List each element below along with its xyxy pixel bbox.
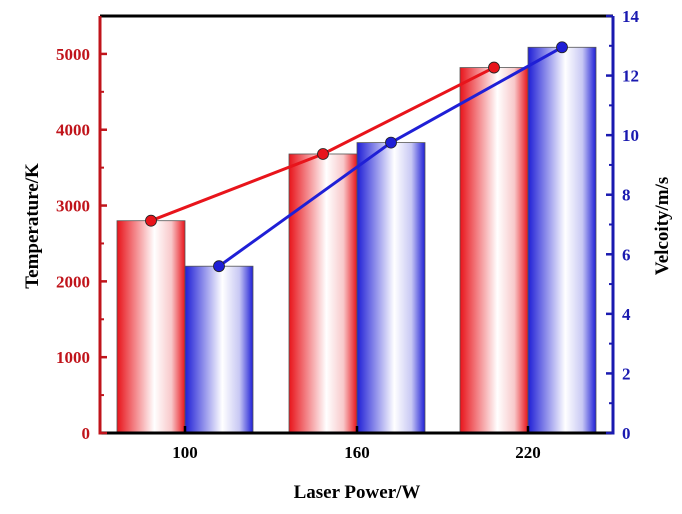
- temperature-bar-220: [459, 67, 529, 434]
- velocity-bar-100: [184, 265, 254, 434]
- y-left-tick-label: 4000: [56, 121, 90, 140]
- y-right-tick-label: 8: [622, 186, 631, 205]
- y-axis-left-label: Temperature/K: [22, 163, 43, 289]
- velocity-point-220: [556, 41, 568, 54]
- y-left-tick-label: 2000: [56, 272, 90, 291]
- x-axis-label: Laser Power/W: [294, 482, 421, 503]
- x-tick-label: 220: [515, 443, 541, 462]
- x-tick-label: 160: [344, 443, 370, 462]
- temperature-bar-100: [116, 220, 186, 434]
- temperature-point-220: [488, 61, 500, 74]
- y-right-tick-label: 4: [622, 305, 631, 324]
- y-left-tick-label: 5000: [56, 45, 90, 64]
- velocity-bar-160: [356, 142, 426, 434]
- y-left-tick-label: 0: [82, 424, 91, 443]
- y-right-tick-label: 6: [622, 245, 631, 264]
- velocity-point-160: [385, 136, 397, 149]
- velocity-point-100: [213, 260, 225, 273]
- y-left-tick-label: 3000: [56, 197, 90, 216]
- x-tick-label: 100: [172, 443, 198, 462]
- y-right-tick-label: 10: [622, 126, 639, 145]
- velocity-bar-220: [527, 46, 597, 434]
- y-left-tick-label: 1000: [56, 348, 90, 367]
- y-axis-right-label: Velcoity/m/s: [652, 177, 673, 276]
- y-right-tick-label: 12: [622, 67, 639, 86]
- temperature-point-100: [145, 214, 157, 227]
- temperature-bar-160: [288, 153, 358, 434]
- y-right-tick-label: 2: [622, 364, 631, 383]
- y-right-tick-label: 0: [622, 424, 631, 443]
- y-right-tick-label: 14: [622, 7, 640, 26]
- temperature-point-160: [317, 148, 329, 160]
